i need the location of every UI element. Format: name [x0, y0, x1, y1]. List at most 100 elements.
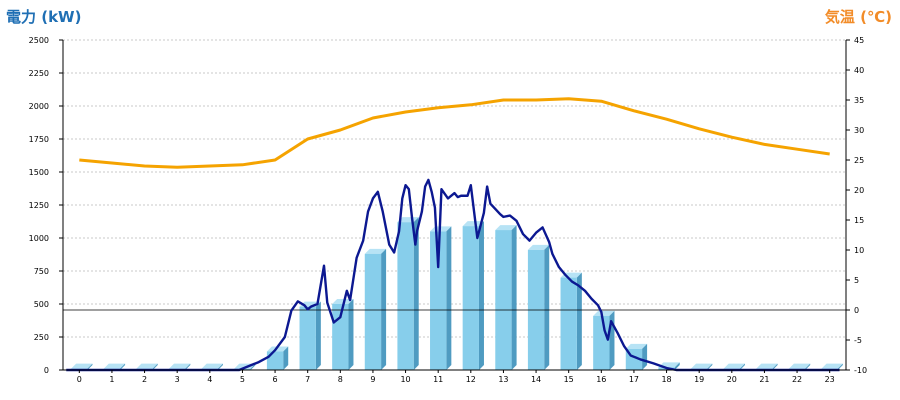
bar-top: [756, 363, 778, 369]
bar-side: [739, 363, 745, 370]
bar-side: [544, 244, 550, 370]
bar-top: [169, 363, 191, 369]
bar-top: [691, 363, 713, 369]
x-tick-label: 3: [175, 375, 180, 384]
bar: [430, 231, 447, 370]
bar: [364, 253, 382, 370]
x-tick-label: 11: [433, 375, 443, 384]
bar-top: [266, 346, 289, 352]
temperature-line: [79, 97, 830, 169]
bar: [397, 222, 414, 370]
x-tick-label: 6: [273, 375, 278, 384]
bar-top: [364, 248, 387, 254]
bar-top: [593, 310, 615, 316]
x-tick-label: 14: [531, 375, 541, 384]
bar-side: [674, 362, 680, 370]
x-tick-label: 10: [400, 375, 410, 384]
left-tick-label: 2500: [29, 36, 49, 45]
bar-side: [576, 272, 582, 370]
left-tick-label: 500: [34, 300, 49, 309]
bar-side: [250, 363, 256, 370]
x-tick-label: 22: [792, 375, 802, 384]
bar-side: [446, 226, 452, 370]
x-tick-label: 13: [498, 375, 508, 384]
bar-side: [837, 363, 843, 370]
right-tick-label: 25: [854, 156, 864, 165]
bar: [299, 306, 316, 370]
bar-side: [805, 363, 811, 370]
bar-side: [87, 363, 93, 370]
x-tick-label: 0: [77, 375, 82, 384]
x-tick-label: 19: [694, 375, 704, 384]
left-tick-label: 0: [44, 366, 49, 375]
bar-side: [609, 310, 615, 370]
x-tick-label: 5: [240, 375, 245, 384]
right-tick-label: 30: [854, 126, 864, 135]
right-tick-label: 45: [854, 36, 864, 45]
right-tick-label: 15: [854, 216, 864, 225]
x-tick-label: 17: [629, 375, 639, 384]
x-tick-label: 18: [661, 375, 671, 384]
bar: [495, 230, 512, 370]
bar-side: [217, 363, 223, 370]
right-tick-label: -10: [854, 366, 867, 375]
x-tick-label: 21: [759, 375, 769, 384]
right-tick-label: 40: [854, 66, 864, 75]
left-tick-label: 250: [34, 333, 49, 342]
bar: [462, 226, 479, 370]
bar-top: [527, 244, 550, 250]
bar-top: [332, 299, 354, 304]
bar-side: [413, 217, 419, 370]
bar-side: [283, 346, 289, 370]
bar-side: [152, 363, 158, 370]
bar-side: [185, 363, 191, 370]
right-tick-label: 0: [854, 306, 859, 315]
right-axis-title: 気温 (℃): [824, 8, 892, 26]
right-tick-label: 10: [854, 246, 864, 255]
x-tick-label: 9: [370, 375, 375, 384]
x-tick-label: 15: [564, 375, 574, 384]
bar: [560, 277, 577, 370]
bar-top: [821, 363, 843, 369]
left-tick-label: 1000: [29, 234, 49, 243]
bar-side: [315, 301, 321, 370]
bar-side: [120, 363, 126, 370]
bar-side: [381, 248, 387, 370]
bar-top: [495, 225, 517, 231]
bar-top: [103, 363, 126, 369]
x-tick-label: 8: [338, 375, 343, 384]
x-tick-label: 20: [727, 375, 737, 384]
left-tick-label: 1750: [29, 135, 49, 144]
x-tick-label: 12: [466, 375, 476, 384]
bar-side: [478, 221, 484, 370]
bar-side: [348, 299, 354, 370]
left-tick-label: 2000: [29, 102, 49, 111]
right-tick-label: 35: [854, 96, 864, 105]
bar: [593, 315, 610, 370]
left-tick-label: 2250: [29, 69, 49, 78]
right-tick-label: 20: [854, 186, 864, 195]
bar-side: [511, 225, 517, 370]
left-axis-title: 電力 (kW): [6, 8, 82, 26]
bar-top: [71, 363, 93, 369]
x-tick-label: 2: [142, 375, 147, 384]
bar-top: [723, 363, 745, 369]
right-tick-label: 5: [854, 276, 859, 285]
left-tick-label: 1250: [29, 201, 49, 210]
power-line: [66, 178, 840, 372]
x-tick-label: 7: [305, 375, 310, 384]
bar-top: [201, 363, 223, 369]
left-tick-label: 750: [34, 267, 49, 276]
bar-top: [136, 363, 158, 369]
bar-side: [772, 363, 778, 370]
x-tick-label: 1: [109, 375, 114, 384]
x-tick-label: 4: [207, 375, 212, 384]
left-tick-label: 1500: [29, 168, 49, 177]
bar-side: [707, 363, 713, 370]
bar: [266, 351, 284, 370]
x-tick-label: 16: [596, 375, 606, 384]
bar-side: [642, 343, 648, 370]
bar-top: [462, 221, 484, 227]
bar-top: [788, 363, 811, 369]
